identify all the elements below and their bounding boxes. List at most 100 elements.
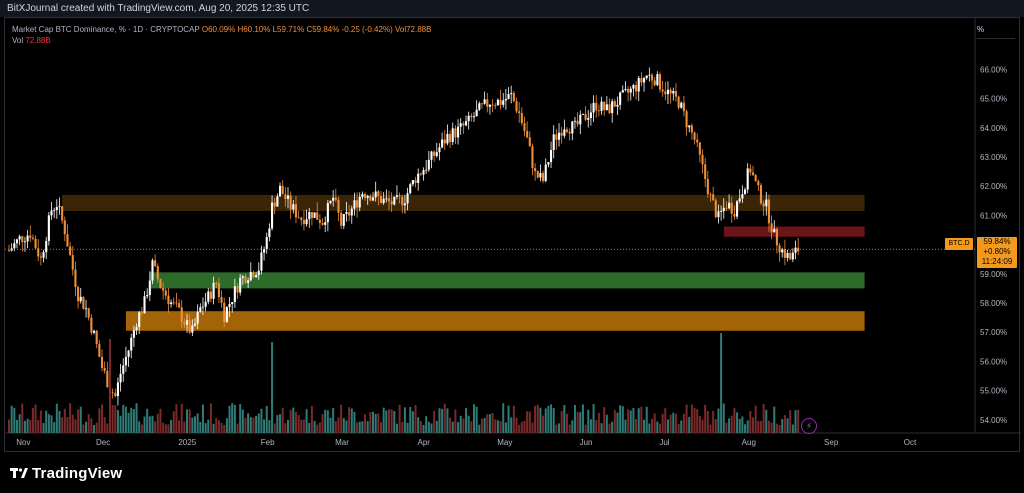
candle-body	[725, 207, 728, 209]
candle-body	[621, 90, 624, 93]
volume-bar	[119, 415, 122, 433]
candle-body	[528, 137, 531, 147]
volume-bar	[114, 405, 117, 433]
candle-body	[690, 125, 693, 133]
x-tick-label: Apr	[418, 438, 431, 447]
candle-body	[127, 350, 130, 357]
candle-body	[749, 168, 752, 173]
candle-body	[180, 307, 183, 323]
volume-bar	[340, 404, 343, 433]
volume-bar	[698, 415, 701, 433]
candle-body	[637, 78, 640, 92]
candle-body	[550, 150, 553, 163]
candle-body	[353, 200, 356, 209]
volume-bar	[106, 423, 109, 433]
legend-low: L59.71%	[272, 25, 305, 34]
volume-bar	[87, 414, 90, 433]
candle-body	[369, 195, 372, 201]
candle-body	[61, 206, 64, 221]
candle-body	[175, 302, 178, 304]
candle-body	[284, 194, 287, 199]
candle-body	[151, 260, 154, 281]
volume-bar	[154, 421, 157, 433]
volume-bar	[265, 405, 268, 433]
volume-bar	[374, 413, 377, 433]
volume-bar	[175, 404, 178, 433]
candle-body	[797, 247, 800, 252]
volume-bar	[255, 415, 258, 433]
volume-bar	[706, 410, 709, 433]
candle-body	[249, 271, 252, 281]
volume-bar	[204, 423, 207, 433]
candle-body	[114, 392, 117, 397]
candle-body	[21, 236, 24, 243]
candlestick-chart[interactable]: 54.00%55.00%56.00%57.00%58.00%59.00%60.0…	[5, 18, 1021, 453]
candle-body	[393, 196, 396, 205]
candle-body	[507, 94, 510, 99]
candle-body	[736, 201, 739, 217]
candle-body	[512, 93, 515, 102]
candle-body	[95, 330, 98, 345]
volume-bar	[680, 420, 683, 433]
volume-bar	[632, 407, 635, 433]
candle-body	[318, 219, 321, 224]
candle-body	[207, 291, 210, 302]
candle-body	[773, 228, 776, 233]
volume-bar	[138, 421, 141, 433]
candle-body	[491, 104, 494, 106]
candle-body	[664, 91, 667, 95]
volume-bar	[85, 421, 88, 433]
volume-bar	[640, 406, 643, 433]
volume-bar	[18, 414, 21, 433]
candle-body	[645, 75, 648, 79]
candle-body	[611, 101, 614, 114]
volume-bar	[438, 408, 441, 433]
volume-bar	[690, 404, 693, 433]
candle-body	[39, 256, 42, 258]
volume-bar	[385, 410, 388, 433]
volume-bar	[247, 413, 250, 433]
candle-body	[653, 80, 656, 86]
candle-body	[791, 252, 794, 260]
chart-frame[interactable]: 54.00%55.00%56.00%57.00%58.00%59.00%60.0…	[4, 17, 1021, 453]
volume-bar	[233, 404, 236, 433]
volume-bar	[215, 418, 218, 433]
candle-body	[406, 193, 409, 204]
candle-body	[348, 212, 351, 216]
candle-body	[789, 252, 792, 260]
candle-body	[276, 196, 279, 207]
candle-body	[643, 78, 646, 83]
price-tag-price: 59.84%	[983, 237, 1011, 246]
candle-body	[433, 151, 436, 156]
candle-body	[334, 197, 337, 200]
candle-body	[534, 168, 537, 172]
volume-bar	[318, 422, 321, 433]
volume-bar	[183, 421, 186, 433]
candle-body	[464, 121, 468, 126]
volume-bar	[757, 420, 760, 433]
volume-bar	[674, 413, 677, 433]
candle-body	[486, 99, 489, 107]
volume-bar	[767, 420, 770, 433]
candle-body	[326, 203, 329, 223]
candle-body	[613, 101, 616, 107]
volume-bar	[608, 423, 611, 433]
candle-body	[164, 290, 167, 296]
volume-bar	[223, 424, 226, 433]
candle-body	[100, 356, 104, 368]
lightning-icon[interactable]: ⚡	[801, 418, 817, 434]
volume-bar	[356, 422, 359, 433]
candle-body	[632, 84, 635, 89]
volume-bar	[345, 420, 348, 433]
volume-bar	[382, 407, 385, 433]
volume-bar	[441, 408, 444, 433]
candle-body	[77, 287, 80, 302]
volume-bar	[178, 420, 181, 433]
candle-body	[350, 208, 353, 216]
percent-scale-button[interactable]: %	[977, 22, 1015, 39]
volume-bar	[496, 420, 499, 433]
candle-body	[425, 169, 428, 171]
volume-bar	[180, 403, 183, 433]
volume-bar	[797, 409, 800, 433]
volume-bar	[281, 407, 284, 433]
